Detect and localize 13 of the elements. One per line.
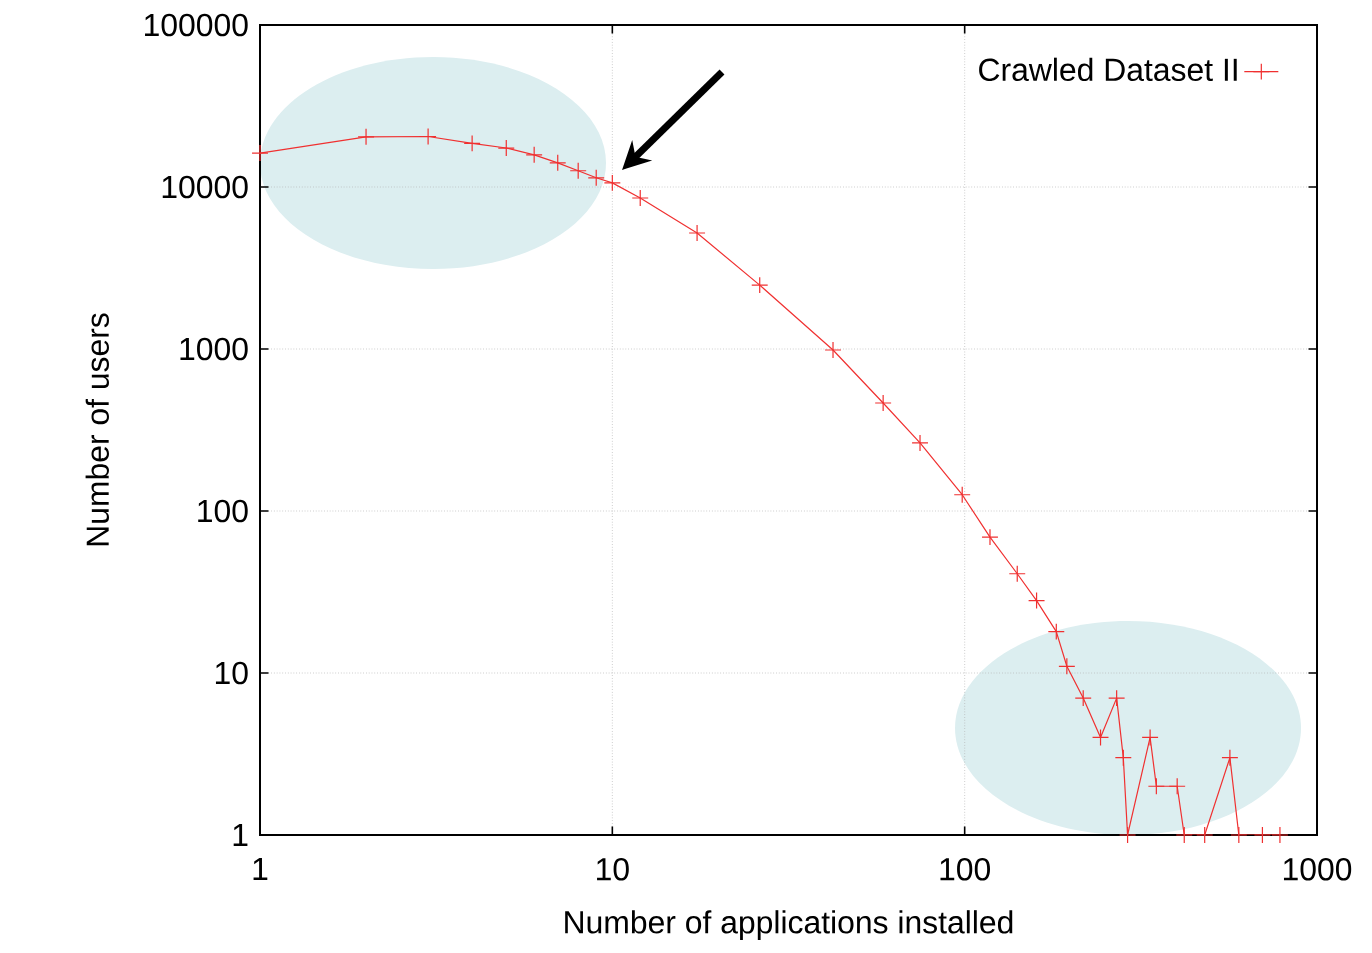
y-axis-title: Number of users bbox=[85, 313, 109, 546]
y-tick-label: 10 bbox=[215, 661, 248, 685]
y-tick-label: 1000 bbox=[180, 337, 248, 361]
y-tick-label: 100000 bbox=[145, 13, 248, 37]
x-tick-label: 1000 bbox=[1283, 857, 1352, 881]
legend-label: Crawled Dataset II bbox=[979, 57, 1237, 82]
x-tick-label: 10 bbox=[597, 857, 629, 881]
x-tick-label: 1 bbox=[253, 857, 268, 880]
y-tick-label: 1 bbox=[233, 824, 248, 846]
y-tick-label: 10000 bbox=[162, 175, 248, 199]
x-axis-title: Number of applications installed bbox=[565, 910, 1013, 940]
x-tick-label: 100 bbox=[940, 857, 990, 881]
y-tick-label: 100 bbox=[198, 499, 248, 523]
